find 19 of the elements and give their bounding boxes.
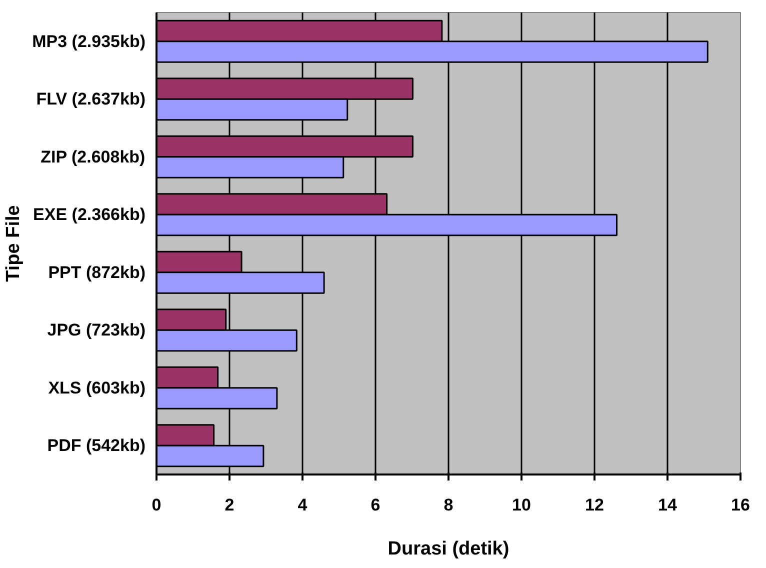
x-axis-title: Durasi (detik) — [388, 538, 510, 560]
x-tick-label: 16 — [731, 496, 750, 514]
x-tick-label: 14 — [658, 496, 678, 514]
y-tick-label: FLV (2.637kb) — [36, 90, 146, 109]
y-tick-label: ZIP (2.608kb) — [40, 147, 146, 166]
x-tick-label: 8 — [444, 496, 454, 514]
y-tick-label: JPG (723kb) — [47, 320, 146, 340]
x-tick-label: 10 — [512, 496, 531, 514]
y-tick-label: XLS (603kb) — [48, 378, 146, 398]
y-axis-title: Tipe File — [3, 205, 24, 282]
x-tick-label: 12 — [585, 496, 604, 514]
y-tick-label: EXE (2.366kb) — [33, 205, 146, 224]
x-tick-label: 2 — [224, 496, 234, 514]
y-tick-label: PDF (542kb) — [47, 436, 146, 456]
x-tick-label: 4 — [298, 496, 308, 514]
x-tick-label: 0 — [152, 496, 162, 514]
x-tick-label: 6 — [370, 496, 380, 514]
y-tick-label: MP3 (2.935kb) — [32, 32, 146, 51]
y-tick-label: PPT (872kb) — [48, 262, 146, 282]
